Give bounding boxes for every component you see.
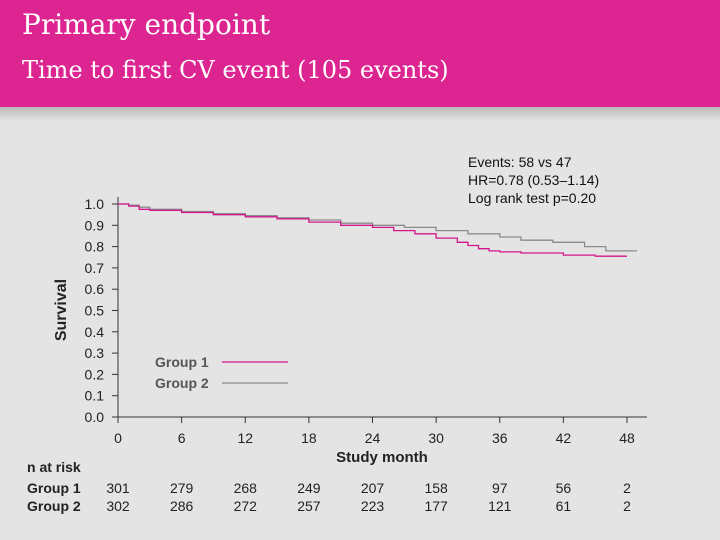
risk-value-group2: 286 <box>169 498 194 514</box>
x-axis-label: Study month <box>336 449 428 466</box>
risk-value-group1: 301 <box>106 480 130 496</box>
stats-box: Events: 58 vs 47 HR=0.78 (0.53–1.14) Log… <box>468 153 599 207</box>
y-tick-label: 0.9 <box>85 217 105 233</box>
risk-value-group1: 2 <box>623 480 631 496</box>
stats-events: Events: 58 vs 47 <box>468 154 572 170</box>
series-line-group2 <box>118 203 637 252</box>
slide-title: Primary endpoint <box>22 8 271 41</box>
x-tick-label: 24 <box>365 430 381 446</box>
y-tick-label: 0.4 <box>85 324 105 340</box>
x-tick-label: 12 <box>237 430 253 446</box>
risk-row-label-group2: Group 2 <box>27 498 81 514</box>
slide-subtitle: Time to first CV event (105 events) <box>22 56 449 84</box>
risk-value-group2: 257 <box>297 498 321 514</box>
risk-value-group2: 2 <box>623 498 631 514</box>
risk-value-group2: 61 <box>555 498 572 514</box>
risk-value-group1: 249 <box>297 480 321 496</box>
n-at-risk-label: n at risk <box>27 459 81 475</box>
risk-value-group2: 223 <box>360 498 385 514</box>
series-line-group1 <box>118 203 627 257</box>
risk-value-group1: 279 <box>169 480 194 496</box>
x-tick-label: 6 <box>178 430 186 446</box>
x-tick-label: 0 <box>114 430 122 446</box>
stats-logrank: Log rank test p=0.20 <box>468 190 597 206</box>
y-axis-label: Survival <box>53 279 70 341</box>
y-tick-label: 0.5 <box>85 303 105 319</box>
y-tick-label: 0.7 <box>85 260 105 276</box>
legend-label-group2: Group 2 <box>155 375 209 391</box>
risk-value-group1: 97 <box>491 480 508 496</box>
risk-value-group2: 272 <box>233 498 257 514</box>
risk-value-group1: 268 <box>233 480 257 496</box>
risk-value-group2: 121 <box>488 498 512 514</box>
risk-value-group1: 56 <box>555 480 572 496</box>
x-tick-label: 48 <box>619 430 635 446</box>
risk-value-group1: 158 <box>424 480 448 496</box>
y-tick-label: 0.1 <box>85 388 105 404</box>
risk-row-label-group1: Group 1 <box>27 480 81 496</box>
stats-hr: HR=0.78 (0.53–1.14) <box>468 172 600 188</box>
y-tick-label: 0.3 <box>85 345 105 361</box>
y-tick-label: 1.0 <box>85 196 105 212</box>
header-shadow <box>0 107 720 121</box>
y-tick-label: 0.6 <box>85 281 105 297</box>
y-tick-label: 0.0 <box>85 409 105 425</box>
y-tick-label: 0.8 <box>85 239 105 255</box>
x-tick-label: 30 <box>428 430 444 446</box>
risk-value-group2: 177 <box>424 498 448 514</box>
legend-label-group1: Group 1 <box>155 354 209 370</box>
risk-value-group1: 207 <box>360 480 385 496</box>
slide-header <box>0 0 720 107</box>
x-tick-label: 42 <box>556 430 572 446</box>
x-tick-label: 36 <box>492 430 508 446</box>
x-tick-label: 18 <box>301 430 317 446</box>
y-tick-label: 0.2 <box>85 366 105 382</box>
risk-value-group2: 302 <box>106 498 130 514</box>
